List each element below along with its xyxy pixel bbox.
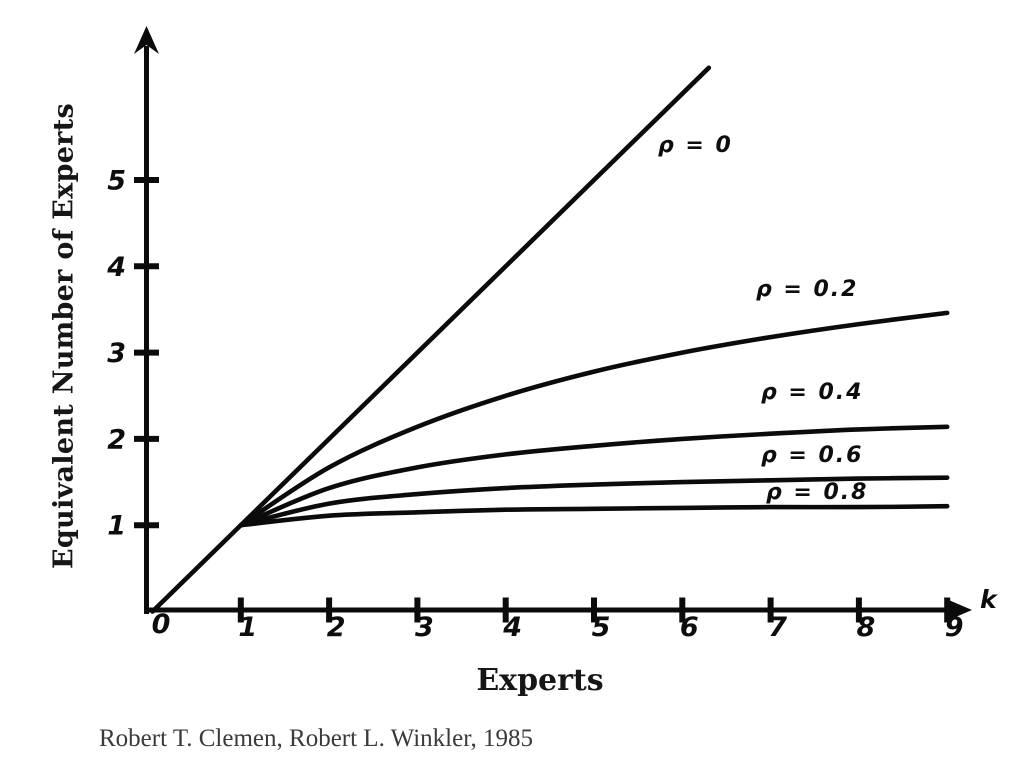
y-tick-label: 4	[106, 252, 126, 283]
curve-label-rho-0.4: ρ = 0.4	[761, 380, 863, 405]
citation: Robert T. Clemen, Robert L. Winkler, 198…	[99, 725, 534, 752]
curve-rho-0	[150, 65, 712, 614]
y-tick-label: 1	[107, 511, 126, 542]
curve-label-rho-0.8: ρ = 0.8	[766, 480, 868, 505]
curve-label-rho-0.6: ρ = 0.6	[761, 443, 863, 468]
curve-label-rho-0: ρ = 0	[658, 133, 733, 158]
y-axis-arrowhead-icon	[134, 26, 159, 54]
x-axis-title: Experts	[476, 663, 604, 698]
y-tick-label: 5	[107, 166, 126, 197]
x-tick-label: 7	[768, 612, 787, 643]
y-tick-label: 3	[107, 338, 126, 369]
x-tick-label: 8	[857, 612, 876, 643]
y-axis-title: Equivalent Number of Experts	[48, 102, 80, 570]
x-axis-arrowhead-icon	[944, 598, 972, 622]
curve-rho-0.8	[238, 503, 950, 528]
x-tick-label: 4	[502, 612, 522, 643]
x-tick-label: 6	[680, 612, 699, 643]
x-tick-label: 5	[592, 612, 611, 643]
x-tick-label: 1	[238, 612, 257, 643]
x-tick-label: 2	[327, 612, 346, 643]
curve-label-rho-0.2: ρ = 0.2	[756, 277, 858, 302]
y-tick-label: 2	[107, 424, 126, 455]
x-tick-label: 3	[415, 612, 434, 643]
x-tick-label: 9	[945, 612, 964, 643]
curve-rho-0.6	[238, 475, 950, 528]
origin-label: 0	[152, 609, 171, 640]
curve-rho-0.4	[238, 424, 950, 528]
curve-rho-0.2	[238, 310, 950, 528]
x-axis-symbol: k	[980, 585, 998, 614]
